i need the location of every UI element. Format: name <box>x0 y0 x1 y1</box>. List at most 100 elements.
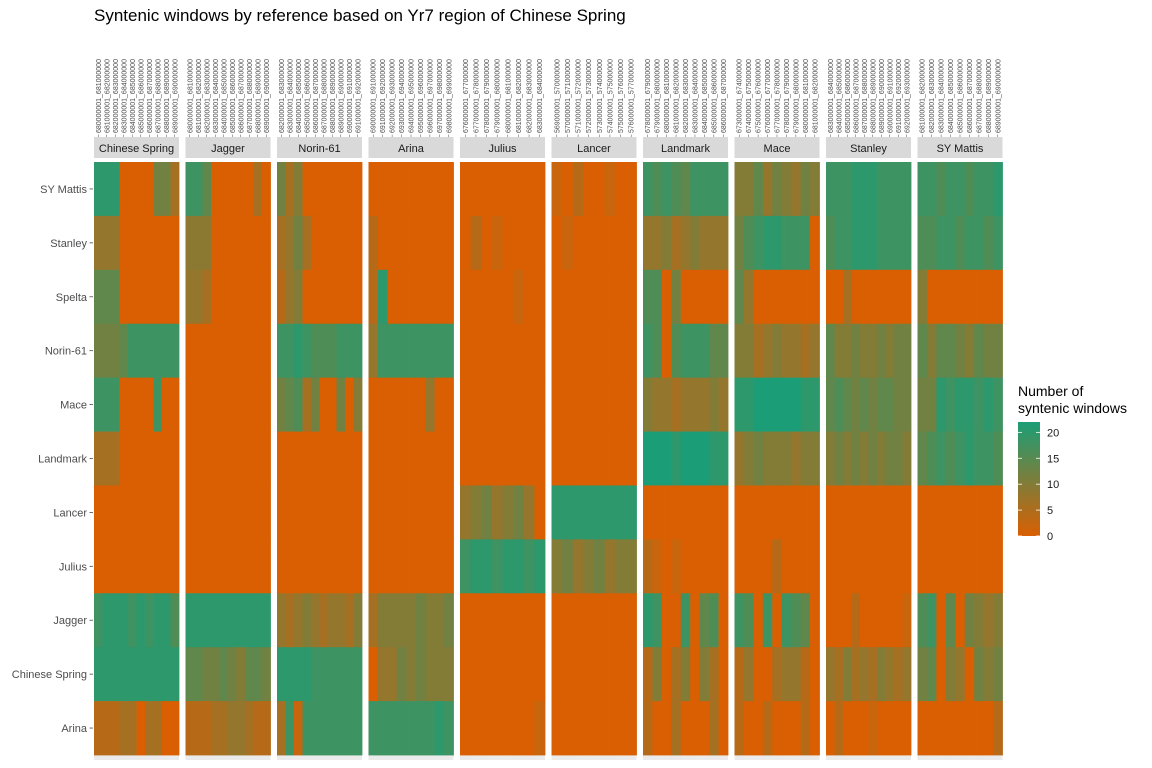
x-tick-label: 682000001_683000000 <box>683 59 690 133</box>
heatmap-cell <box>311 593 320 648</box>
heatmap-cell <box>294 539 303 594</box>
heatmap-cell <box>643 323 653 379</box>
heatmap-cell <box>396 485 407 540</box>
heatmap-cell <box>826 485 835 540</box>
heatmap-cell <box>377 701 388 756</box>
heatmap-cell <box>228 323 237 379</box>
heatmap-cell <box>860 323 869 379</box>
heatmap-cell <box>955 485 966 540</box>
heatmap-cell <box>661 323 672 379</box>
heatmap-cell <box>781 431 792 486</box>
heatmap-cell <box>145 377 154 432</box>
heatmap-cell <box>902 269 912 325</box>
heatmap-cell <box>444 215 454 271</box>
heatmap-cell <box>211 215 220 271</box>
heatmap-cell <box>145 269 154 325</box>
x-tick-label: 692000001_693000000 <box>390 59 397 133</box>
y-tick-label: Landmark <box>38 454 87 466</box>
heatmap-cell <box>894 701 903 756</box>
heatmap-cell <box>460 485 472 540</box>
heatmap-cell <box>877 269 886 325</box>
heatmap-cell <box>94 377 103 432</box>
heatmap-cell <box>319 485 329 540</box>
heatmap-cell <box>551 539 563 594</box>
heatmap-cell <box>202 323 212 379</box>
heatmap-cell <box>709 162 719 217</box>
heatmap-cell <box>594 377 606 432</box>
heatmap-cell <box>753 539 764 594</box>
heatmap-cell <box>119 162 129 217</box>
heatmap-cell <box>843 323 852 379</box>
heatmap-cell <box>434 269 445 325</box>
heatmap-cell <box>285 162 295 217</box>
heatmap-cell <box>128 701 137 756</box>
heatmap-cell <box>834 593 844 648</box>
heatmap-cell <box>145 323 154 379</box>
heatmap-cell <box>302 269 312 325</box>
heatmap-cell <box>690 647 701 702</box>
x-tick-label: 572000001_573000000 <box>586 59 593 133</box>
heatmap-cell <box>917 215 928 271</box>
heatmap-cell <box>551 701 563 756</box>
heatmap-cell <box>834 269 844 325</box>
heatmap-cell <box>699 593 710 648</box>
heatmap-cell <box>253 485 263 540</box>
heatmap-cell <box>460 377 472 432</box>
heatmap-cell <box>336 269 346 325</box>
heatmap-cell <box>228 215 237 271</box>
heatmap-cell <box>513 431 525 486</box>
heatmap-cell <box>917 647 928 702</box>
heatmap-cell <box>534 485 546 540</box>
x-tick-label: 681000001_682000000 <box>516 59 523 133</box>
heatmap-cell <box>826 701 835 756</box>
heatmap-cell <box>302 431 312 486</box>
heatmap-cell <box>153 323 163 379</box>
heatmap-cell <box>690 377 701 432</box>
heatmap-cell <box>236 701 246 756</box>
heatmap-cell <box>690 539 701 594</box>
facet-strip <box>277 137 362 158</box>
heatmap-cell <box>718 162 729 217</box>
heatmap-cell <box>513 377 525 432</box>
x-tick-label: 682000001_683000000 <box>527 59 534 133</box>
heatmap-cell <box>690 323 701 379</box>
heatmap-cell <box>652 162 663 217</box>
heatmap-cell <box>185 323 195 379</box>
x-tick-label: 689000001_690000000 <box>879 59 886 133</box>
heatmap-cell <box>425 485 436 540</box>
heatmap-cell <box>868 539 878 594</box>
panel-mace: Mace 673000001_674000000 674000001_6750000… <box>734 59 820 760</box>
heatmap-cell <box>562 215 574 271</box>
heatmap-cell <box>387 162 398 217</box>
heatmap-cell <box>294 431 303 486</box>
heatmap-cell <box>253 593 263 648</box>
heatmap-cell <box>800 485 811 540</box>
heatmap-cell <box>211 377 220 432</box>
heatmap-cell <box>302 647 312 702</box>
heatmap-cell <box>353 539 363 594</box>
heatmap-cell <box>583 323 595 379</box>
heatmap-cell <box>709 701 719 756</box>
heatmap-cell <box>572 377 584 432</box>
heatmap-cell <box>709 323 719 379</box>
heatmap-cell <box>194 215 203 271</box>
heatmap-cell <box>810 431 820 486</box>
heatmap-cell <box>219 701 229 756</box>
heatmap-cell <box>328 162 337 217</box>
heatmap-cell <box>955 323 966 379</box>
heatmap-cell <box>615 647 627 702</box>
heatmap-cell <box>974 539 985 594</box>
heatmap-cell <box>145 162 154 217</box>
heatmap-cell <box>302 593 312 648</box>
heatmap-cell <box>502 215 514 271</box>
heatmap-cell <box>153 162 163 217</box>
heatmap-cell <box>262 377 271 432</box>
heatmap-cell <box>772 323 783 379</box>
heatmap-cell <box>470 593 482 648</box>
heatmap-cell <box>368 377 379 432</box>
heatmap-cell <box>964 431 975 486</box>
heatmap-cell <box>145 215 154 271</box>
heatmap-cell <box>94 431 103 486</box>
facet-strip-label: Jagger <box>211 143 245 155</box>
